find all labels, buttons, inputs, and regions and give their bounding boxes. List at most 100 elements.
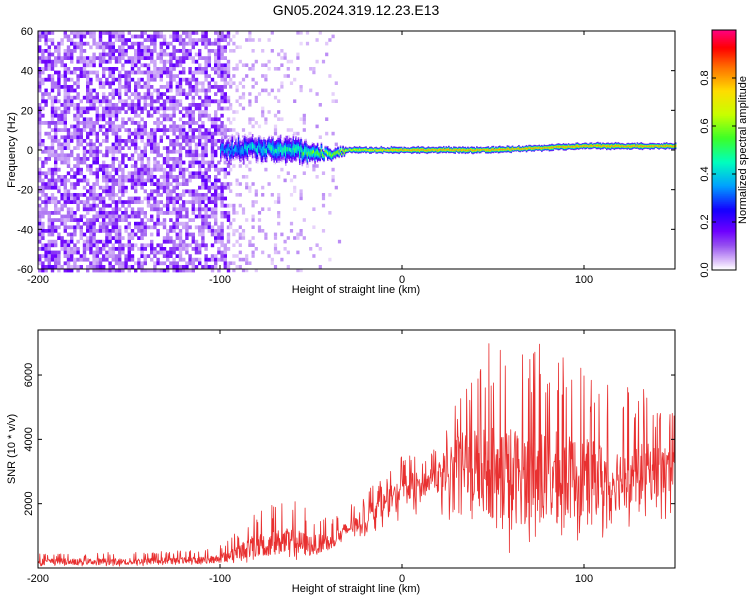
heatmap-cell [237,143,240,149]
heatmap-cell [150,247,154,251]
heatmap-cell [198,128,202,132]
heatmap-cell [98,149,103,154]
heatmap-cell [140,63,144,68]
heatmap-cell [226,95,231,100]
heatmap-cell [105,103,109,107]
heatmap-cell [134,34,138,39]
heatmap-cell [92,250,96,255]
heatmap-cell [226,182,231,186]
heatmap-cell [595,145,598,147]
heatmap-cell [172,160,176,165]
heatmap-cell [111,103,115,107]
heatmap-cell [63,56,67,60]
heatmap-cell [60,85,64,89]
heatmap-cell [44,185,48,190]
heatmap-cell [166,200,170,204]
heatmap-cell [105,77,109,82]
heatmap-cell [166,41,170,46]
heatmap-cell [50,106,55,111]
heatmap-cell [226,81,231,86]
heatmap-cell [185,34,189,39]
heatmap-cell [76,193,80,197]
heatmap-cell [162,268,167,273]
heatmap-cell [178,92,183,96]
heatmap-cell [60,149,64,154]
heatmap-cell [201,121,205,125]
heatmap-cell [95,139,99,143]
heatmap-cell [204,99,208,104]
heatmap-cell [169,103,173,107]
heatmap-cell [47,56,51,60]
heatmap-cell [63,81,67,86]
heatmap-cell [82,250,87,255]
heatmap-cell [296,56,300,60]
heatmap-cell [172,67,176,71]
heatmap-cell [66,131,71,136]
heatmap-cell [178,236,183,240]
heatmap-cell [198,225,202,230]
heatmap-cell [166,45,170,50]
heatmap-cell [159,247,163,251]
heatmap-cell [238,203,242,208]
heatmap-cell [105,41,109,46]
heatmap-cell [182,106,186,111]
heatmap-cell [95,41,99,46]
heatmap-cell [140,95,144,100]
heatmap-cell [54,218,58,222]
heatmap-cell [89,185,93,190]
heatmap-cell [70,167,74,172]
heatmap-cell [299,31,303,35]
heatmap-cell [223,261,227,266]
heatmap-cell [92,214,96,219]
heatmap-cell [153,196,157,201]
heatmap-cell [98,247,103,251]
heatmap-cell [95,229,99,233]
heatmap-cell [451,150,454,151]
heatmap-cell [182,131,186,136]
heatmap-cell [182,268,186,273]
heatmap-cell [312,225,316,229]
heatmap-cell [111,131,115,136]
heatmap-cell [214,85,218,89]
heatmap-cell [277,214,281,219]
heatmap-cell [86,131,90,136]
heatmap-cell [162,261,167,266]
heatmap-cell [153,182,157,186]
heatmap-cell [86,31,90,35]
heatmap-cell [240,149,242,154]
heatmap-cell [156,232,160,237]
heatmap-cell [76,171,80,176]
heatmap-cell [57,211,61,215]
heatmap-cell [166,153,170,158]
heatmap-cell [162,146,167,150]
heatmap-cell [86,95,90,100]
heatmap-cell [124,175,128,179]
heatmap-cell [54,63,58,68]
heatmap-cell [111,236,115,240]
heatmap-cell [98,31,103,35]
heatmap-cell [520,148,523,150]
heatmap-cell [124,261,128,266]
heatmap-cell [44,254,48,258]
heatmap-cell [137,131,141,136]
heatmap-cell [140,254,144,258]
heatmap-cell [105,236,109,240]
heatmap-cell [264,121,268,125]
heatmap-cell [273,128,278,132]
heatmap-cell [185,178,189,183]
heatmap-cell [210,77,215,82]
heatmap-cell [229,167,233,172]
heatmap-cell [235,211,239,215]
heatmap-cell [182,178,186,183]
heatmap-cell [118,229,122,233]
heatmap-cell [309,247,313,251]
heatmap-cell [279,145,282,151]
heatmap-cell [220,225,224,230]
heatmap-cell [50,225,55,230]
heatmap-cell [38,175,42,179]
heatmap-cell [201,41,205,46]
heatmap-cell [292,145,295,151]
heatmap-cell [102,203,106,208]
heatmap-cell [150,225,154,230]
heatmap-cell [146,203,151,208]
